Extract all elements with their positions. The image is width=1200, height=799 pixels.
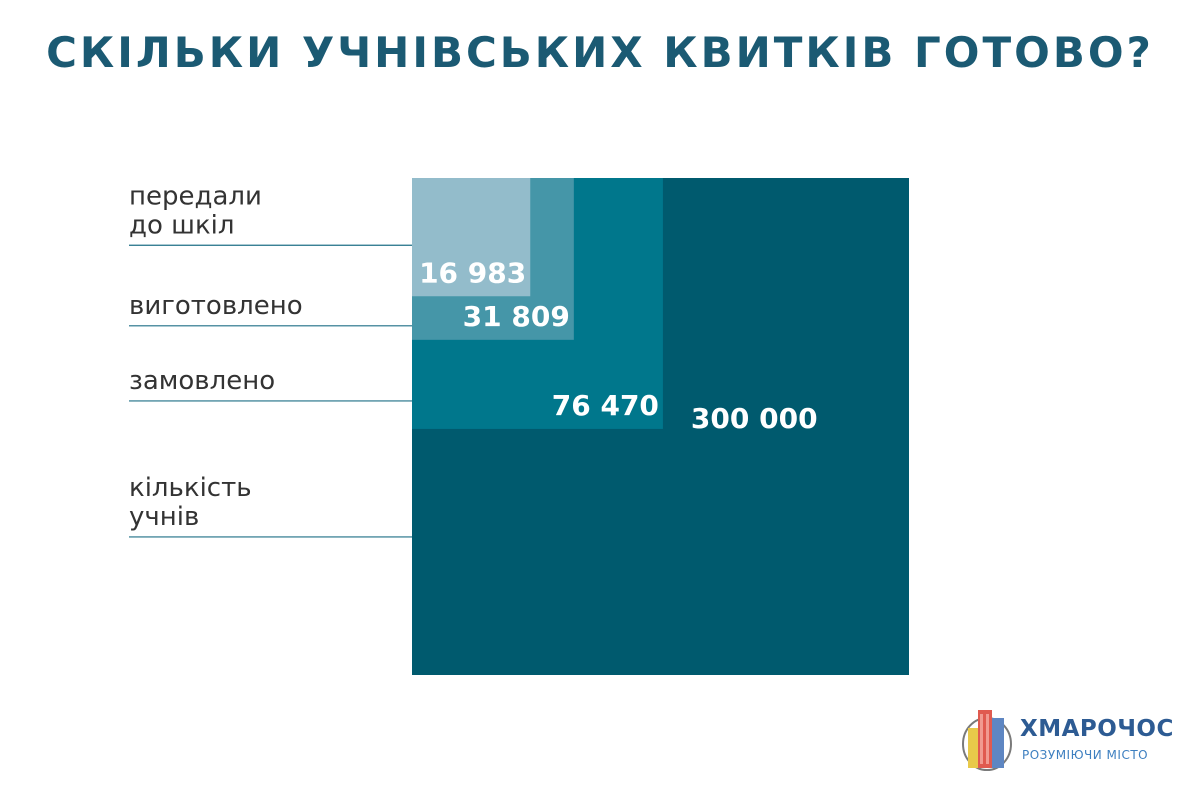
- category-label-1-0: замовлено: [129, 366, 275, 396]
- square-3: [412, 178, 531, 297]
- value-label-0: 300 000: [691, 402, 818, 435]
- value-label-3: 16 983: [419, 256, 526, 289]
- category-label-3-0: передали: [129, 181, 262, 211]
- value-label-1: 76 470: [552, 389, 659, 422]
- value-label-2: 31 809: [463, 300, 570, 333]
- category-label-0-1: учнів: [129, 502, 199, 532]
- category-label-0-0: кількість: [129, 473, 252, 503]
- chart-title: СКІЛЬКИ УЧНІВСЬКИХ КВИТКІВ ГОТОВО?: [46, 28, 1154, 77]
- logo-name: ХМАРОЧОС: [1020, 716, 1174, 742]
- category-label-2-0: виготовлено: [129, 291, 303, 321]
- category-label-3-1: до шкіл: [129, 210, 235, 240]
- skyscraper-logo-icon: [962, 710, 1012, 771]
- logo: ХМАРОЧОС РОЗУМІЮЧИ МІСТО: [958, 702, 1178, 776]
- logo-tagline: РОЗУМІЮЧИ МІСТО: [1022, 748, 1149, 762]
